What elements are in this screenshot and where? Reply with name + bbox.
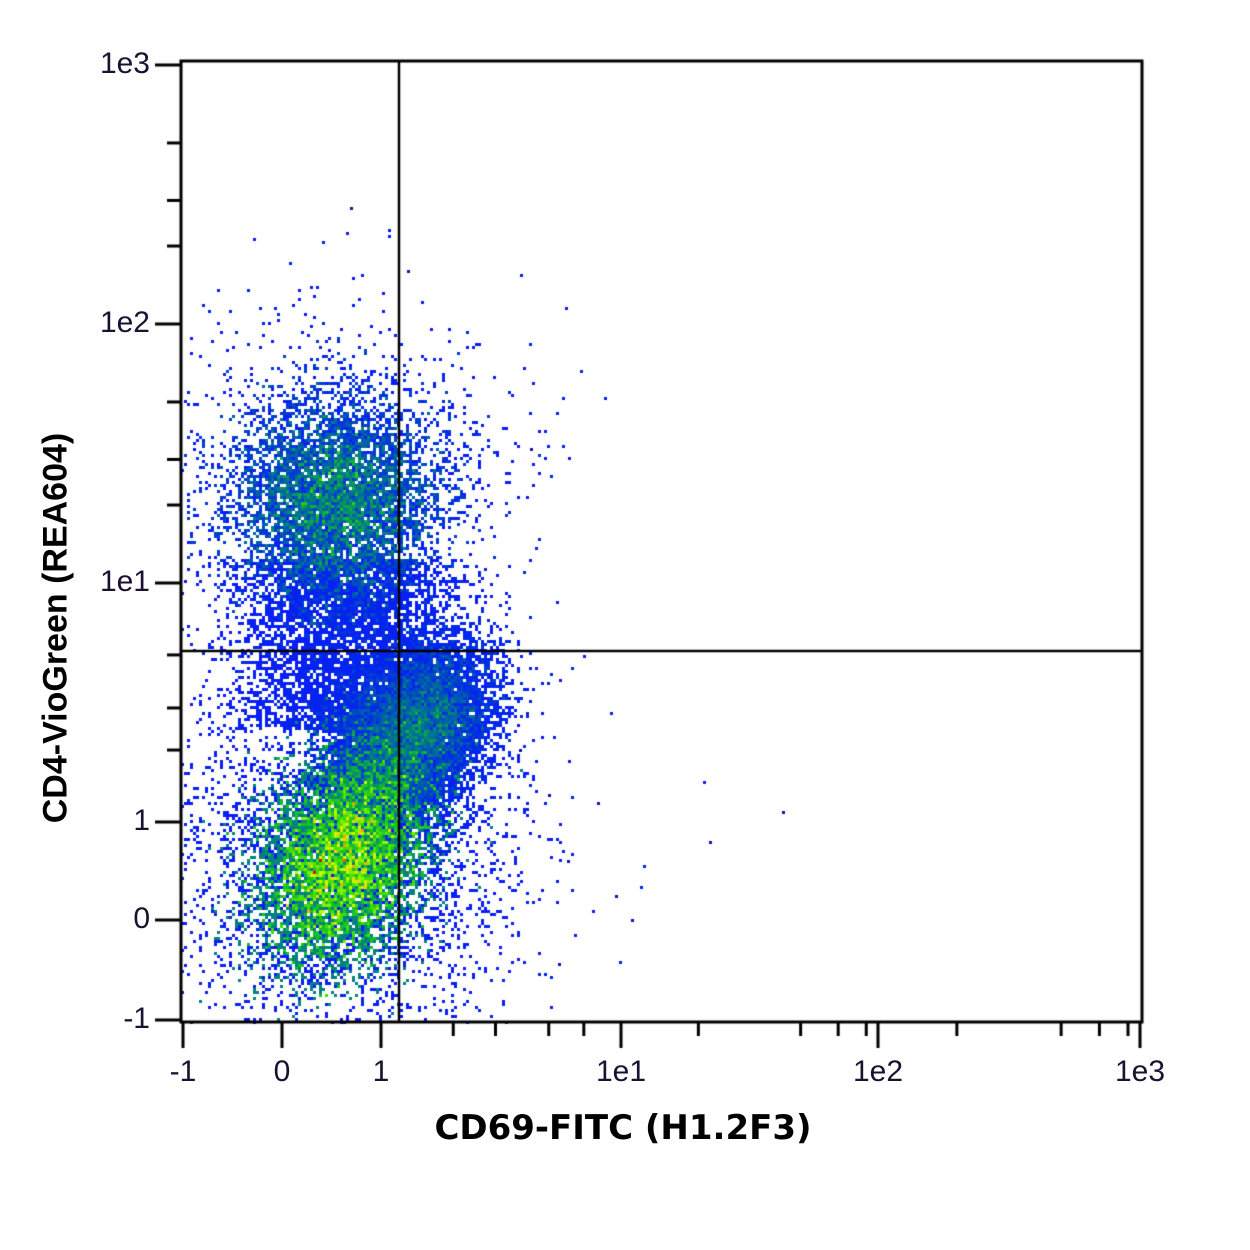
y-tick-label: 1e1 <box>99 565 150 598</box>
x-tick-label: 1e1 <box>595 1055 647 1088</box>
x-tick-label: 1 <box>372 1055 390 1088</box>
x-tick-label: 0 <box>273 1055 291 1088</box>
x-tick-label: 1e2 <box>852 1055 904 1088</box>
x-axis-title: CD69-FITC (H1.2F3) <box>0 1108 1250 1148</box>
y-tick-label: 1e3 <box>99 47 150 80</box>
y-tick-label: -1 <box>123 1002 150 1035</box>
y-axis-title: CD4-VioGreen (REA604) <box>36 432 75 824</box>
x-tick-label: 1e3 <box>1114 1055 1166 1088</box>
x-axis-title-text: CD69-FITC (H1.2F3) <box>434 1108 812 1148</box>
y-tick-label: 1 <box>133 804 150 837</box>
y-tick-label: 1e2 <box>99 306 150 339</box>
x-tick-label: -1 <box>169 1055 197 1088</box>
y-tick-label: 0 <box>133 902 150 935</box>
